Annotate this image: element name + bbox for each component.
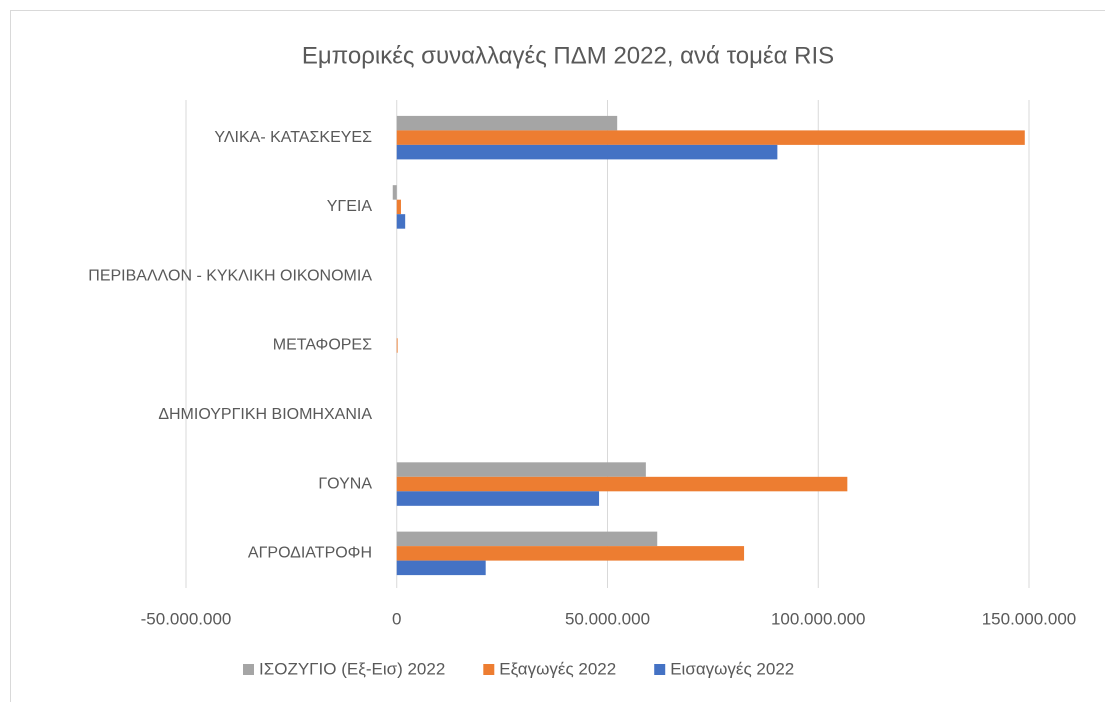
bar xyxy=(396,144,778,160)
bar xyxy=(396,531,658,547)
y-tick-label: ΔΗΜΙΟΥΡΓΙΚΗ ΒΙΟΜΗΧΑΝΙΑ xyxy=(158,406,372,423)
legend-swatch xyxy=(243,664,254,675)
y-tick-label: ΥΛΙΚΑ- ΚΑΤΑΣΚΕΥΕΣ xyxy=(214,129,372,146)
bar xyxy=(396,546,745,561)
bar xyxy=(396,214,406,229)
legend-label: Εξαγωγές 2022 xyxy=(499,659,616,678)
x-tick-label: 0 xyxy=(392,609,401,628)
bar xyxy=(392,185,397,200)
bar xyxy=(396,115,618,131)
chart-title: Εμπορικές συναλλαγές ΠΔΜ 2022, ανά τομέα… xyxy=(302,42,834,69)
y-tick-label: ΥΓΕΙΑ xyxy=(327,198,373,215)
bar xyxy=(396,130,1025,145)
x-tick-label: -50.000.000 xyxy=(141,609,232,628)
y-tick-label: ΓΟΥΝΑ xyxy=(318,475,372,492)
y-tick-label: ΑΓΡΟΔΙΑΤΡΟΦΗ xyxy=(248,545,372,562)
bar xyxy=(396,462,646,477)
legend-label: Εισαγωγές 2022 xyxy=(670,659,794,678)
bar xyxy=(396,199,401,215)
legend-label: ΙΣΟΖΥΓΙΟ (Εξ-Εισ) 2022 xyxy=(259,659,445,678)
y-tick-label: ΠΕΡΙΒΑΛΛΟΝ - ΚΥΚΛΙΚΗ ΟΙΚΟΝΟΜΙΑ xyxy=(88,267,372,284)
bar xyxy=(396,560,486,576)
bar xyxy=(396,338,398,353)
x-tick-label: 50.000.000 xyxy=(565,609,650,628)
legend-swatch xyxy=(483,664,495,675)
x-tick-label: 150.000.000 xyxy=(982,609,1077,628)
y-tick-label: ΜΕΤΑΦΟΡΕΣ xyxy=(273,337,372,354)
legend-swatch xyxy=(654,664,666,675)
chart-border xyxy=(10,10,1105,702)
bar xyxy=(396,476,848,492)
x-tick-label: 100.000.000 xyxy=(771,609,866,628)
bar xyxy=(396,491,600,506)
